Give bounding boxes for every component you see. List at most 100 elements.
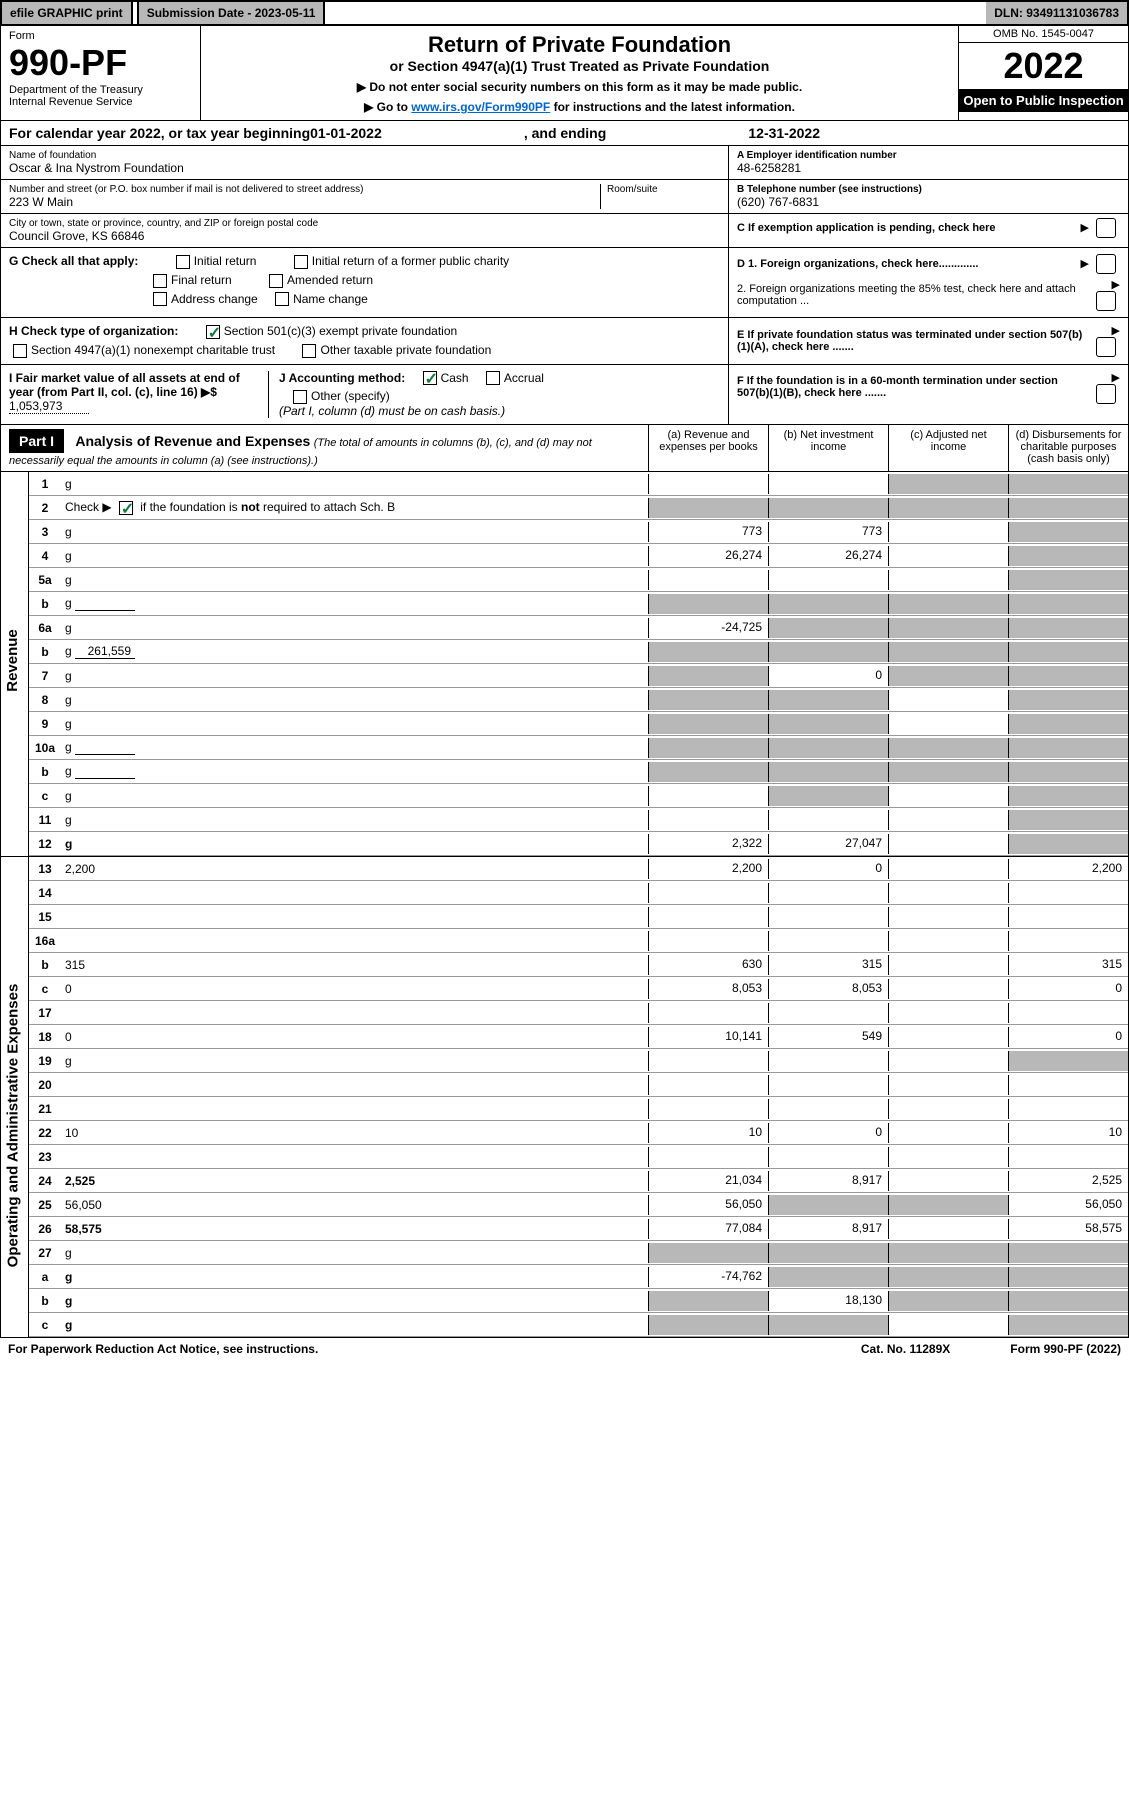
table-row: 242,52521,0348,9172,525 [29, 1169, 1128, 1193]
amount-cell: 2,322 [648, 834, 768, 854]
line-number: 6a [29, 619, 61, 637]
exemption-checkbox[interactable] [1096, 218, 1116, 238]
line-description: g [61, 667, 648, 685]
amount-cell [888, 666, 1008, 686]
amount-cell [648, 1243, 768, 1263]
501c3-checkbox[interactable] [206, 325, 220, 339]
year-block: OMB No. 1545-0047 2022 Open to Public In… [958, 26, 1128, 120]
line-description: g [61, 547, 648, 565]
line-description: g [61, 762, 648, 781]
amount-cell [648, 474, 768, 494]
form990pf-link[interactable]: www.irs.gov/Form990PF [411, 100, 550, 114]
amount-cell [888, 1219, 1008, 1239]
amount-cell [768, 714, 888, 734]
amount-cell: 26,274 [648, 546, 768, 566]
f-checkbox[interactable] [1096, 384, 1116, 404]
amount-cell: 56,050 [648, 1195, 768, 1215]
form-number: 990-PF [9, 42, 192, 84]
amount-cell [888, 1075, 1008, 1095]
amount-cell [1008, 1003, 1128, 1023]
line-number: 25 [29, 1196, 61, 1214]
final-return-checkbox[interactable] [153, 274, 167, 288]
amount-cell [768, 1267, 888, 1287]
dln: DLN: 93491131036783 [986, 2, 1127, 24]
amount-cell [768, 1243, 888, 1263]
irs: Internal Revenue Service [9, 96, 192, 108]
amount-cell: 315 [1008, 955, 1128, 975]
line-number: 22 [29, 1124, 61, 1142]
amount-cell [888, 1243, 1008, 1263]
amount-cell: 10 [1008, 1123, 1128, 1143]
year-begin: 01-01-2022 [310, 125, 382, 141]
amount-cell [888, 1123, 1008, 1143]
efile-print-button[interactable]: efile GRAPHIC print [2, 2, 133, 24]
fmv-assets: 1,053,973 [9, 399, 89, 414]
line-description: g [61, 1244, 648, 1262]
other-taxable-checkbox[interactable] [302, 344, 316, 358]
line-description: 0 [61, 1028, 648, 1046]
form-subtitle: or Section 4947(a)(1) Trust Treated as P… [207, 58, 952, 74]
e-checkbox[interactable] [1096, 337, 1116, 357]
expenses-side-label: Operating and Administrative Expenses [4, 984, 21, 1268]
table-row: 9g [29, 712, 1128, 736]
name-change-checkbox[interactable] [275, 292, 289, 306]
amount-cell [768, 907, 888, 927]
line-description [61, 1155, 648, 1159]
line-description: 58,575 [61, 1220, 648, 1238]
amount-cell [768, 1147, 888, 1167]
line-description: g [61, 738, 648, 757]
line-number: 1 [29, 475, 61, 493]
initial-return-former-checkbox[interactable] [294, 255, 308, 269]
line-number: 20 [29, 1076, 61, 1094]
amended-return-checkbox[interactable] [269, 274, 283, 288]
amount-cell [888, 786, 1008, 806]
amount-cell [888, 1195, 1008, 1215]
amount-cell [1008, 1075, 1128, 1095]
line-description: g [61, 787, 648, 805]
table-row: 2658,57577,0848,91758,575 [29, 1217, 1128, 1241]
j-note: (Part I, column (d) must be on cash basi… [279, 404, 720, 418]
d1-checkbox[interactable] [1096, 254, 1116, 274]
amount-cell [648, 1315, 768, 1335]
other-method-checkbox[interactable] [293, 390, 307, 404]
table-row: 16a [29, 929, 1128, 953]
line-description: g [61, 475, 648, 493]
line-description: 2,525 [61, 1172, 648, 1190]
j-label: J Accounting method: [279, 371, 405, 385]
room-label: Room/suite [607, 184, 720, 195]
initial-return-checkbox[interactable] [176, 255, 190, 269]
revenue-section: Revenue 1g2Check ▶ if the foundation is … [0, 472, 1129, 857]
part1-header: Part I Analysis of Revenue and Expenses … [0, 425, 1129, 472]
table-row: 17 [29, 1001, 1128, 1025]
revenue-side-label: Revenue [4, 630, 21, 693]
d2-checkbox[interactable] [1096, 291, 1116, 311]
amount-cell: 0 [768, 1123, 888, 1143]
amount-cell [648, 786, 768, 806]
amount-cell [1008, 1291, 1128, 1311]
amount-cell [1008, 714, 1128, 734]
amount-cell [1008, 907, 1128, 927]
line-number: 11 [29, 811, 61, 829]
4947a1-checkbox[interactable] [13, 344, 27, 358]
amount-cell [888, 1099, 1008, 1119]
cash-checkbox[interactable] [423, 371, 437, 385]
line-number: b [29, 1292, 61, 1310]
address-change-checkbox[interactable] [153, 292, 167, 306]
accrual-checkbox[interactable] [486, 371, 500, 385]
amount-cell: 26,274 [768, 546, 888, 566]
table-row: 132,2002,20002,200 [29, 857, 1128, 881]
amount-cell [888, 1147, 1008, 1167]
phone: (620) 767-6831 [737, 195, 1120, 209]
amount-cell [648, 594, 768, 614]
amount-cell [1008, 642, 1128, 662]
amount-cell: 2,200 [1008, 859, 1128, 879]
pra-notice: For Paperwork Reduction Act Notice, see … [8, 1342, 318, 1356]
line-description [61, 1011, 648, 1015]
d2-label: 2. Foreign organizations meeting the 85%… [737, 283, 1092, 307]
amount-cell [1008, 594, 1128, 614]
amount-cell [888, 762, 1008, 782]
amount-cell [888, 522, 1008, 542]
line-number: b [29, 643, 61, 661]
amount-cell [888, 859, 1008, 879]
sch-b-checkbox[interactable] [119, 501, 133, 515]
